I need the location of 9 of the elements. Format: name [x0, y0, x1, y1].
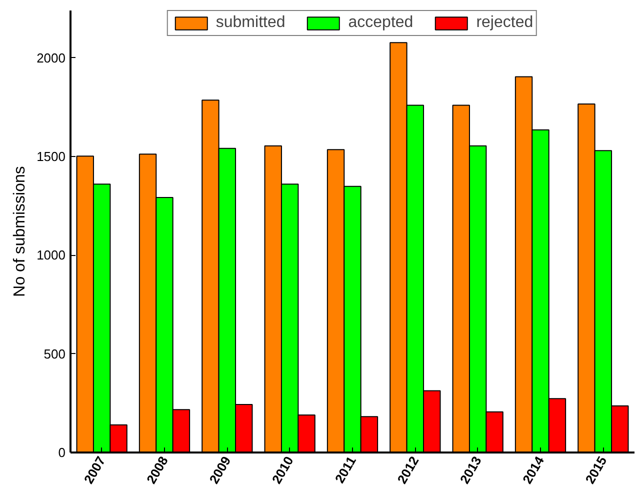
- y-tick-label: 1000: [36, 248, 66, 263]
- y-tick-label: 500: [44, 346, 66, 362]
- y-tick-label: 1500: [36, 149, 66, 164]
- legend-label: submitted: [216, 14, 286, 32]
- legend-label: rejected: [476, 14, 534, 32]
- y-tick-label: 0: [58, 445, 66, 460]
- y-tick-label: 2000: [36, 50, 66, 66]
- legend-label: accepted: [348, 14, 414, 32]
- y-axis-title: No of submissions: [12, 166, 29, 297]
